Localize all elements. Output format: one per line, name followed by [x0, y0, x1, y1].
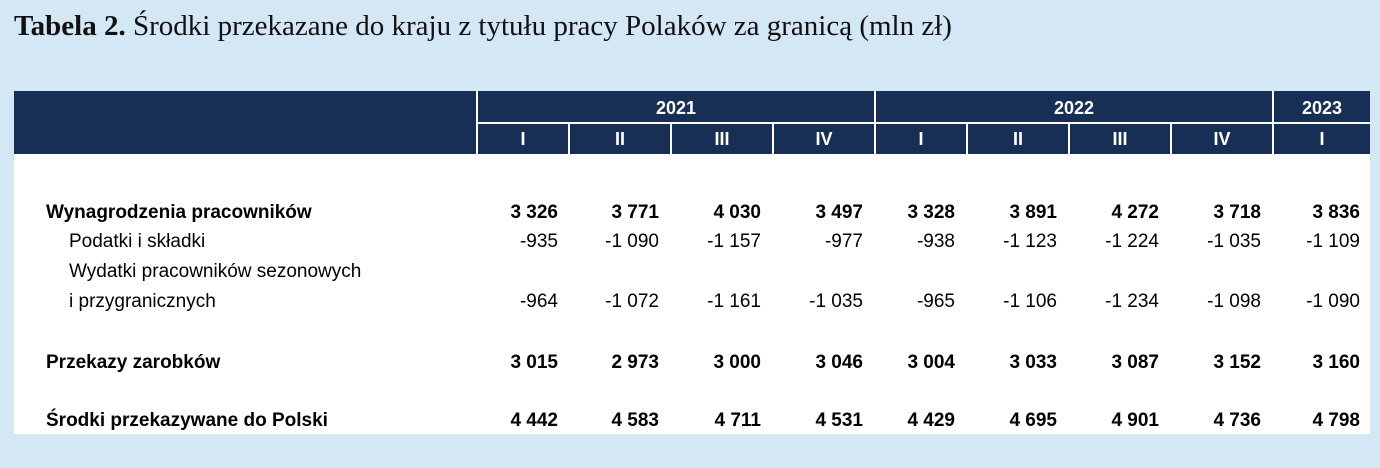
table-row: Wydatki pracowników sezonowych: [14, 257, 1370, 287]
cell: 4 531: [815, 410, 863, 431]
table-row: Podatki i składki -935 -1 090 -1 157 -97…: [14, 227, 1370, 257]
year-2023: 2023: [1301, 98, 1343, 118]
cell: 4 798: [1312, 410, 1360, 431]
cell: 4 711: [714, 410, 762, 431]
cell: 4 695: [1009, 410, 1057, 431]
cell: -977: [824, 231, 863, 252]
quarter-2021-2: II: [614, 129, 625, 149]
cell: -1 090: [605, 231, 659, 252]
header-divider: [670, 122, 672, 154]
cell: -1 157: [707, 231, 761, 252]
cell: 2 973: [611, 352, 659, 373]
row-label: Wydatki pracowników sezonowych: [69, 261, 362, 282]
cell: 4 429: [907, 410, 955, 431]
header-divider: [772, 122, 774, 154]
cell: 4 736: [1213, 410, 1261, 431]
table-row: Przekazy zarobków 3 015 2 973 3 000 3 04…: [14, 348, 1370, 378]
caption-title: Środki przekazane do kraju z tytułu prac…: [133, 10, 952, 42]
cell: -1 106: [1003, 291, 1057, 312]
quarter-2023-1: I: [1319, 129, 1325, 149]
quarter-2022-2: II: [1012, 129, 1023, 149]
cell: 4 442: [510, 410, 558, 431]
cell: 4 583: [611, 410, 659, 431]
header-divider: [1170, 122, 1172, 154]
cell: 4 030: [713, 202, 761, 223]
cell: -1 098: [1207, 291, 1261, 312]
header-divider: [476, 122, 1370, 124]
cell: 3 326: [510, 202, 558, 223]
cell: 3 152: [1213, 352, 1261, 373]
cell: 3 000: [713, 352, 761, 373]
cell: 3 160: [1312, 352, 1360, 373]
cell: -965: [916, 291, 955, 312]
row-label: Podatki i składki: [69, 231, 206, 252]
quarter-2021-4: IV: [815, 129, 833, 149]
year-2022: 2022: [1053, 98, 1095, 118]
cell: -1 123: [1003, 231, 1057, 252]
cell: -1 161: [707, 291, 761, 312]
quarter-2021-3: III: [714, 129, 730, 149]
header-divider: [1068, 122, 1070, 154]
quarter-2021-1: I: [520, 129, 526, 149]
cell: -1 035: [809, 291, 863, 312]
row-label: Środki przekazywane do Polski: [46, 410, 328, 431]
cell: 3 891: [1009, 202, 1057, 223]
cell: 3 497: [815, 202, 863, 223]
cell: 3 033: [1009, 352, 1057, 373]
cell: 3 087: [1111, 352, 1159, 373]
row-label-continued: i przygranicznych: [69, 291, 216, 312]
quarter-2022-4: IV: [1213, 129, 1231, 149]
cell: -964: [519, 291, 558, 312]
cell: 3 771: [611, 202, 659, 223]
cell: -938: [916, 231, 955, 252]
table-header: 2021 2022 2023 I II III IV I II III IV I: [14, 91, 1370, 154]
cell: -1 109: [1306, 231, 1360, 252]
header-divider: [568, 122, 570, 154]
table-caption: Tabela 2. Środki przekazane do kraju z t…: [14, 10, 952, 43]
cell: 3 836: [1312, 202, 1360, 223]
quarter-2022-3: III: [1112, 129, 1128, 149]
cell: 3 328: [907, 202, 955, 223]
year-2021: 2021: [655, 98, 697, 118]
cell: -1 072: [605, 291, 659, 312]
row-label: Przekazy zarobków: [46, 352, 221, 373]
caption-prefix: Tabela 2.: [14, 10, 126, 42]
cell: 3 015: [510, 352, 558, 373]
cell: -1 224: [1105, 231, 1159, 252]
table-row: i przygranicznych -964 -1 072 -1 161 -1 …: [14, 287, 1370, 317]
header-divider: [966, 122, 968, 154]
table-row: Wynagrodzenia pracowników 3 326 3 771 4 …: [14, 198, 1370, 228]
quarter-2022-1: I: [918, 129, 924, 149]
cell: 4 901: [1111, 410, 1159, 431]
row-label: Wynagrodzenia pracowników: [46, 202, 312, 223]
cell: 3 718: [1213, 202, 1261, 223]
cell: -1 035: [1207, 231, 1261, 252]
remittances-table: 2021 2022 2023 I II III IV I II III IV I…: [14, 91, 1370, 434]
cell: 3 046: [815, 352, 863, 373]
cell: 3 004: [907, 352, 955, 373]
table-row: Środki przekazywane do Polski 4 442 4 58…: [14, 406, 1370, 436]
cell: -935: [519, 231, 558, 252]
cell: 4 272: [1111, 202, 1159, 223]
cell: -1 234: [1105, 291, 1159, 312]
cell: -1 090: [1306, 291, 1360, 312]
